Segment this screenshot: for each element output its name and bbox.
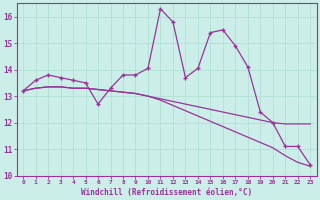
- X-axis label: Windchill (Refroidissement éolien,°C): Windchill (Refroidissement éolien,°C): [81, 188, 252, 197]
